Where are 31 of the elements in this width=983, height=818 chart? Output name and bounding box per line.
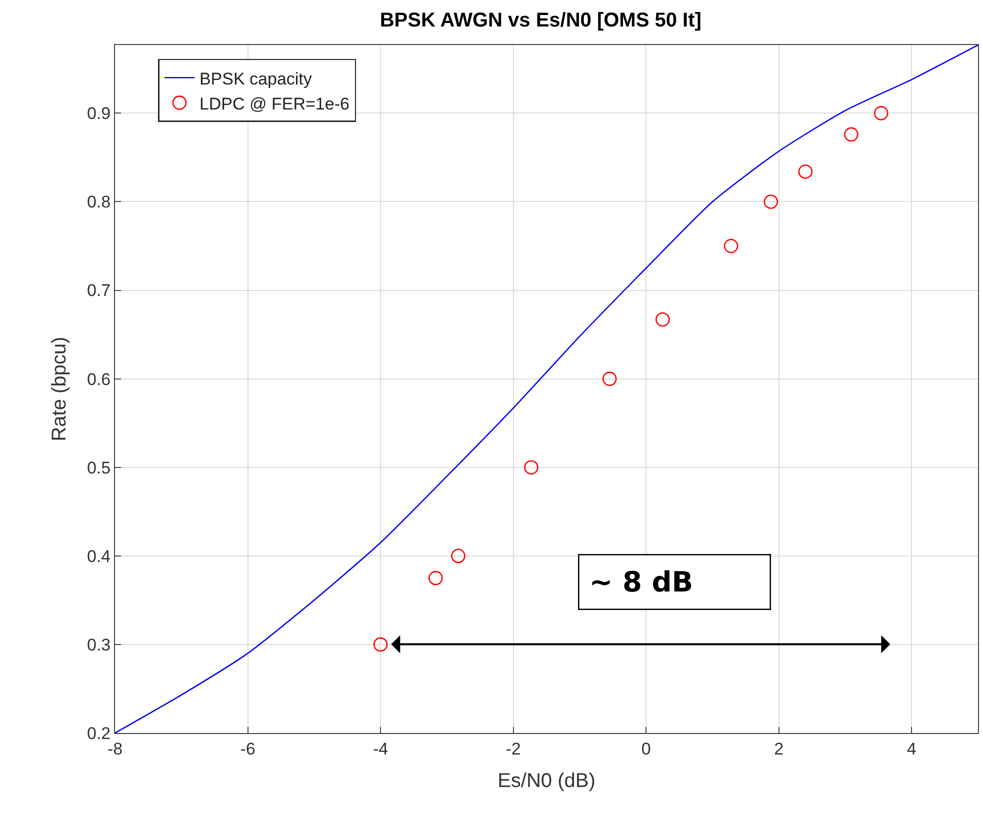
point [451,548,466,564]
point [656,312,670,327]
x-tick-label: -4 [372,739,388,758]
y-tick-label: 0.7 [86,281,111,300]
y-tick-label: 0.6 [86,370,111,389]
y-axis-title: Rate (bpcu) [48,336,70,442]
legend-label: BPSK capacity [199,69,312,88]
legend-label: LDPC @ FER=1e-6 [199,94,350,114]
chart-title: BPSK AWGN vs Es/N0 [OMS 50 It] [380,9,702,32]
y-tick-label: 0.9 [86,104,111,124]
x-tick-label: 0 [641,739,651,758]
x-tick-label: 2 [774,739,784,758]
point [798,164,813,179]
y-tick-label: 0.3 [86,635,111,654]
y-tick-label: 0.4 [86,546,111,566]
annotation: ~ 8 dB [589,565,694,598]
x-tick-label: -6 [240,739,256,758]
point [524,460,538,475]
x-tick-label: 4 [906,739,916,758]
y-tick-label: 0.5 [86,458,111,478]
point [764,194,778,209]
point [602,372,617,386]
x-tick-label: -2 [506,739,521,758]
x-axis-title: Es/N0 (dB) [498,770,596,792]
point [428,570,443,586]
line-series [115,45,978,733]
y-tick-label: 0.8 [86,192,111,212]
point [844,127,858,142]
point [724,238,738,254]
point [874,106,888,120]
point [373,637,388,652]
